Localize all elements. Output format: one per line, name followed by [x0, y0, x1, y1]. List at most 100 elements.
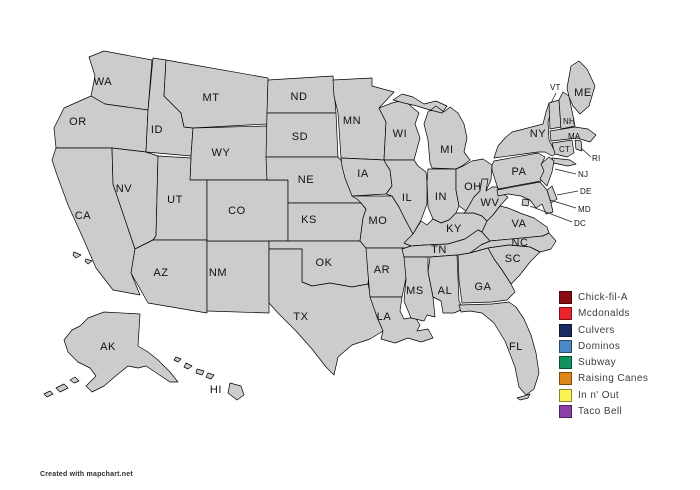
state-label-mt: MT [202, 92, 219, 104]
legend-item[interactable]: Subway [559, 356, 699, 370]
state-la[interactable] [369, 296, 434, 344]
state-label-ak: AK [100, 341, 116, 353]
state-nj[interactable] [539, 156, 555, 187]
state-label-il: IL [402, 192, 412, 204]
state-label-ut: UT [167, 194, 183, 206]
state-label-al: AL [438, 285, 453, 297]
state-label-ca: CA [75, 210, 92, 222]
state-label-ny: NY [530, 128, 547, 140]
legend-label: Dominos [578, 340, 621, 352]
state-label-id: ID [151, 124, 163, 136]
state-label-sd: SD [292, 131, 308, 143]
state-label-wa: WA [94, 76, 113, 88]
watermark: Created with mapchart.net [40, 471, 133, 478]
leader-lines [529, 92, 592, 223]
legend-swatch [559, 307, 572, 321]
state-label-ga: GA [474, 281, 491, 293]
state-label-wy: WY [212, 147, 231, 159]
state-ct[interactable] [551, 139, 575, 158]
state-va[interactable] [481, 205, 550, 242]
state-mi[interactable] [392, 93, 471, 170]
legend-swatch [559, 372, 572, 386]
state-label-fl: FL [509, 341, 523, 353]
legend-label: Culvers [578, 324, 615, 336]
states-layer [43, 50, 597, 401]
state-label-wv: WV [481, 197, 500, 209]
state-label-mo: MO [369, 215, 388, 227]
state-dc[interactable] [521, 198, 530, 207]
state-label-dc: DC [574, 219, 586, 228]
state-label-ia: IA [357, 168, 369, 180]
state-label-me: ME [574, 87, 592, 99]
leader-line-nj [554, 168, 577, 175]
state-label-va: VA [511, 218, 526, 230]
state-label-mi: MI [440, 144, 453, 156]
state-label-nc: NC [511, 237, 528, 249]
legend-item[interactable]: Raising Canes [559, 372, 699, 386]
legend-item[interactable]: Chick-fil-A [559, 291, 699, 304]
state-label-ct: CT [559, 145, 570, 154]
state-nh[interactable] [558, 91, 576, 130]
state-fl[interactable] [458, 301, 540, 401]
state-label-vt: VT [550, 83, 561, 92]
state-label-pa: PA [511, 166, 526, 178]
state-label-nm: NM [209, 267, 227, 279]
state-label-nd: ND [290, 91, 307, 103]
legend-swatch [559, 388, 572, 402]
state-label-ky: KY [446, 223, 462, 235]
state-label-de: DE [580, 187, 592, 196]
state-label-mn: MN [343, 115, 361, 127]
legend-item[interactable]: In n' Out [559, 388, 699, 402]
state-ak[interactable] [43, 311, 179, 398]
legend-label: In n' Out [578, 389, 620, 401]
state-label-ne: NE [298, 174, 314, 186]
state-label-or: OR [69, 116, 87, 128]
legend-swatch [559, 323, 572, 337]
state-label-oh: OH [464, 181, 482, 193]
legend-label: Chick-fil-A [578, 292, 628, 303]
state-label-nv: NV [116, 183, 133, 195]
leader-line-dc [529, 205, 573, 223]
legend-item[interactable]: Taco Bell [559, 405, 699, 419]
state-ms[interactable] [403, 256, 436, 322]
state-label-hi: HI [210, 384, 222, 396]
leader-line-de [556, 190, 579, 196]
legend-label: Raising Canes [578, 373, 649, 385]
state-ma[interactable] [549, 126, 597, 143]
state-labels-layer: WA OR CA NV ID MT WY UT AZ NM CO ND SD NE KS OK TX MN IA MO… [69, 76, 600, 396]
legend-item[interactable]: Dominos [559, 339, 699, 353]
state-az[interactable] [130, 239, 208, 314]
state-md[interactable] [496, 181, 554, 215]
legend-label: Subway [578, 357, 616, 369]
state-il[interactable] [383, 159, 428, 235]
legend-swatch [559, 356, 572, 370]
state-label-in: IN [435, 191, 447, 203]
legend-label: Mcdonalds [578, 308, 630, 320]
state-label-tx: TX [293, 311, 308, 323]
state-me[interactable] [566, 60, 596, 115]
legend-swatch [559, 405, 572, 419]
state-label-co: CO [228, 205, 246, 217]
legend: Chick-fil-A Mcdonalds Culvers Dominos Subway… [559, 291, 699, 421]
legend-label: Taco Bell [578, 406, 623, 418]
state-label-wi: WI [393, 128, 408, 140]
state-label-sc: SC [505, 253, 521, 265]
legend-item[interactable]: Mcdonalds [559, 307, 699, 321]
legend-swatch [559, 339, 572, 353]
state-ga[interactable] [457, 247, 516, 304]
state-label-ok: OK [315, 257, 332, 269]
state-label-la: LA [377, 311, 392, 323]
state-co[interactable] [206, 179, 289, 242]
legend-swatch [559, 291, 572, 304]
state-hi[interactable] [173, 356, 245, 401]
state-ks[interactable] [287, 202, 367, 242]
state-label-nh: NH [563, 117, 575, 126]
state-label-md: MD [578, 205, 591, 214]
state-ri[interactable] [574, 139, 583, 152]
leader-line-vt [550, 92, 557, 104]
legend-item[interactable]: Culvers [559, 323, 699, 337]
state-tx[interactable] [268, 248, 384, 376]
state-label-nj: NJ [578, 170, 588, 179]
state-label-ma: MA [568, 132, 581, 141]
state-label-tn: TN [431, 244, 447, 256]
